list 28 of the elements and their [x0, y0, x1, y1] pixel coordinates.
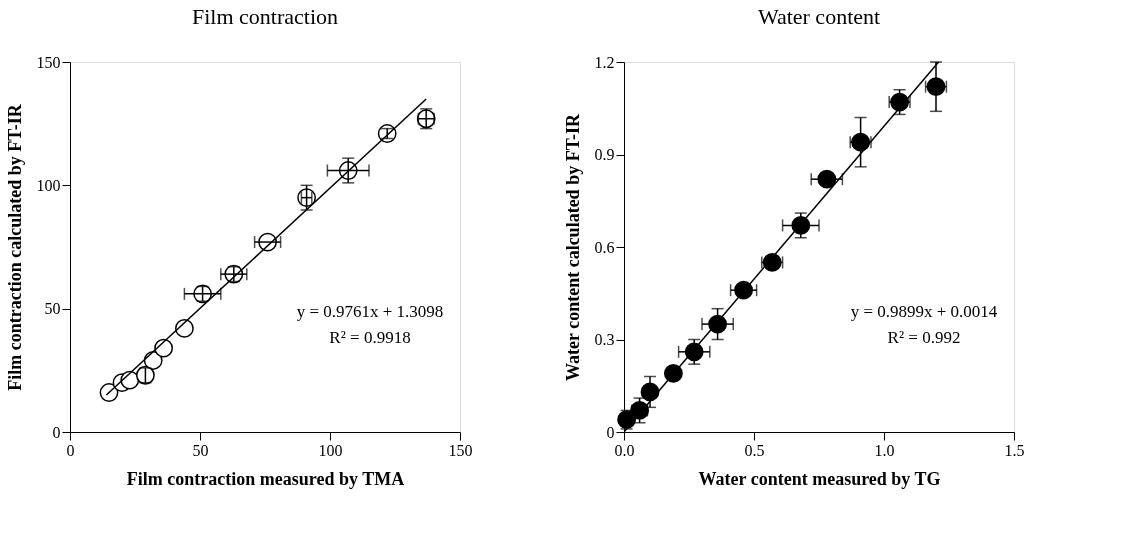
x-tick-label: 0.0 — [614, 441, 635, 459]
y-axis-title: Water content calculated by FT-IR — [562, 113, 583, 381]
y-tick-label: 100 — [36, 176, 61, 194]
x-tick-label: 0 — [66, 441, 75, 459]
y-tick-label: 150 — [36, 53, 61, 71]
x-tick-label: 50 — [192, 441, 209, 459]
y-tick-label: 50 — [44, 300, 61, 318]
y-tick-label: 0.3 — [594, 331, 615, 348]
x-tick-label: 1.5 — [1004, 441, 1025, 459]
x-tick-label: 150 — [448, 441, 473, 459]
chart-title: Water content — [757, 4, 881, 29]
y-tick-label: 0.9 — [594, 146, 615, 163]
x-axis-title: Film contraction measured by TMA — [126, 468, 405, 489]
x-tick-label: 0.5 — [744, 441, 765, 459]
x-tick-label: 1.0 — [874, 441, 895, 459]
annotation: y = 0.9899x + 0.0014 — [850, 302, 998, 321]
annotation: R² = 0.9918 — [329, 328, 411, 347]
y-tick-label: 0 — [52, 423, 61, 441]
y-tick-label: 1.2 — [594, 53, 615, 71]
y-axis-title: Film contraction calculated by FT-IR — [4, 103, 25, 391]
annotation: R² = 0.992 — [887, 328, 961, 347]
y-tick-label: 0.6 — [594, 238, 615, 256]
y-tick-label: 0 — [606, 423, 615, 441]
annotation: y = 0.9761x + 1.3098 — [296, 302, 444, 321]
x-axis-title: Water content measured by TG — [698, 468, 941, 489]
chart-title: Film contraction — [191, 4, 339, 29]
point — [154, 338, 174, 358]
x-tick-label: 100 — [318, 441, 343, 459]
